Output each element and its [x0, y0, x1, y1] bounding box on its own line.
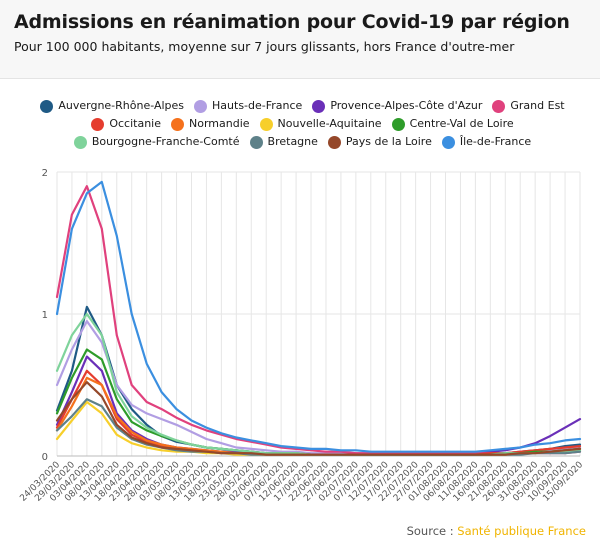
legend-swatch	[91, 117, 105, 131]
legend-item[interactable]: Nouvelle-Aquitaine	[259, 117, 382, 131]
legend-swatch	[259, 117, 273, 131]
chart-header: Admissions en réanimation pour Covid-19 …	[0, 0, 600, 79]
y-tick-label: 1	[42, 310, 48, 321]
legend-label: Auvergne-Rhône-Alpes	[58, 99, 185, 112]
legend-label: Grand Est	[510, 99, 565, 112]
legend-swatch	[171, 117, 185, 131]
series-line[interactable]	[55, 381, 582, 456]
legend-label: Occitanie	[109, 117, 162, 130]
legend-swatch	[391, 117, 405, 131]
legend-item[interactable]: Provence-Alpes-Côte d'Azur	[312, 99, 482, 113]
legend-label: Bretagne	[267, 135, 318, 148]
source-credit: Source : Santé publique France	[407, 524, 586, 538]
legend-item[interactable]: Grand Est	[492, 99, 565, 113]
line-chart: 24/03/202029/03/202003/04/202008/04/2020…	[18, 168, 585, 504]
legend-label: Pays de la Loire	[345, 135, 432, 148]
series-line[interactable]	[55, 400, 582, 456]
legend-item[interactable]: Normandie	[171, 117, 250, 131]
legend-item[interactable]: Île-de-France	[441, 135, 532, 149]
legend-swatch	[441, 135, 455, 149]
y-tick-label: 2	[42, 168, 48, 179]
legend-swatch	[492, 99, 506, 113]
legend-label: Normandie	[189, 117, 250, 130]
legend-label: Provence-Alpes-Côte d'Azur	[330, 99, 483, 112]
legend-swatch	[73, 135, 87, 149]
legend-item[interactable]: Occitanie	[91, 117, 161, 131]
legend-swatch	[249, 135, 263, 149]
chart-title: Admissions en réanimation pour Covid-19 …	[14, 11, 570, 33]
chart-subtitle: Pour 100 000 habitants, moyenne sur 7 jo…	[14, 39, 515, 54]
legend-item[interactable]: Bretagne	[249, 135, 318, 149]
legend-label: Bourgogne-Franche-Comté	[91, 135, 240, 148]
series-line[interactable]	[55, 180, 582, 453]
legend-swatch	[40, 99, 54, 113]
legend-item[interactable]: Auvergne-Rhône-Alpes	[40, 99, 184, 113]
chart-legend: Auvergne-Rhône-Alpes Hauts-de-France Prove…	[30, 99, 575, 149]
legend-label: Île-de-France	[459, 135, 532, 148]
legend-item[interactable]: Bourgogne-Franche-Comté	[73, 135, 240, 149]
legend-label: Nouvelle-Aquitaine	[277, 117, 382, 130]
legend-item[interactable]: Pays de la Loire	[327, 135, 432, 149]
legend-item[interactable]: Centre-Val de Loire	[391, 117, 514, 131]
legend-swatch	[194, 99, 208, 113]
source-link[interactable]: Santé publique France	[457, 524, 586, 538]
legend-label: Hauts-de-France	[212, 99, 303, 112]
legend-swatch	[312, 99, 326, 113]
legend-item[interactable]: Hauts-de-France	[194, 99, 302, 113]
legend-swatch	[327, 135, 341, 149]
legend-label: Centre-Val de Loire	[409, 117, 514, 130]
source-label: Source :	[406, 524, 458, 538]
y-tick-label: 0	[42, 452, 48, 463]
